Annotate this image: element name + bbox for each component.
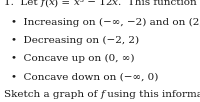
Text: f: f: [100, 90, 104, 99]
Text: x: x: [112, 0, 118, 7]
Text: f: f: [40, 0, 44, 7]
Text: x: x: [74, 0, 80, 7]
Text: •  Concave down on (−∞, 0): • Concave down on (−∞, 0): [11, 73, 158, 82]
Text: (: (: [44, 0, 48, 7]
Text: •  Decreasing on (−2, 2): • Decreasing on (−2, 2): [11, 36, 139, 45]
Text: ) =: ) =: [54, 0, 74, 7]
Text: .  This function is:: . This function is:: [118, 0, 200, 7]
Text: •  Concave up on (0, ∞): • Concave up on (0, ∞): [11, 54, 134, 63]
Text: •  Increasing on (−∞, −2) and on (2, ∞): • Increasing on (−∞, −2) and on (2, ∞): [11, 17, 200, 27]
Text: 1.  Let: 1. Let: [4, 0, 40, 7]
Text: Sketch a graph of: Sketch a graph of: [4, 90, 100, 99]
Text: x: x: [48, 0, 54, 7]
Text: using this information.: using this information.: [104, 90, 200, 99]
Text: ³ − 12: ³ − 12: [80, 0, 112, 7]
